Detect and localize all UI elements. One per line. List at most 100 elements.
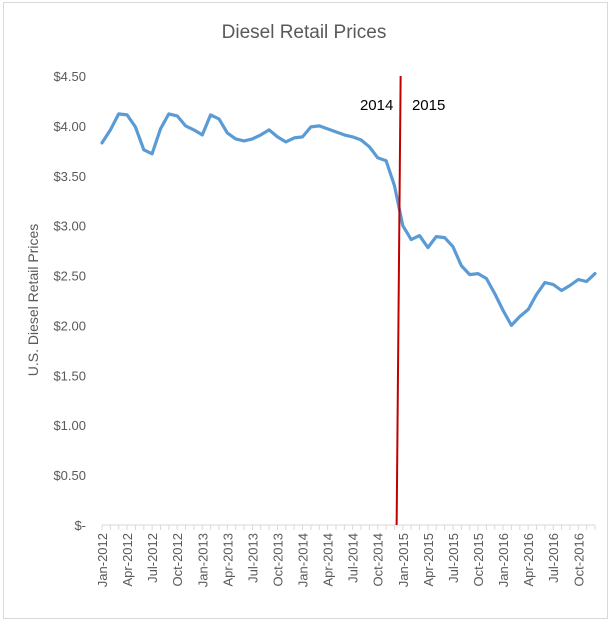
data-point [544,282,545,283]
data-point [168,113,169,114]
data-point [578,279,579,280]
data-point [152,153,153,154]
y-tick-label: $2.00 [53,318,86,333]
y-tick-label: $3.50 [53,169,86,184]
data-point [528,309,529,310]
data-point [252,138,253,139]
y-tick-label: $- [74,518,86,533]
y-tick-label: $3.00 [53,219,86,234]
data-point [402,225,403,226]
data-point [452,246,453,247]
data-point [352,136,353,137]
diesel-price-line [100,112,597,327]
year-label-2014: 2014 [360,97,393,114]
data-point [377,157,378,158]
data-point [185,125,186,126]
x-tick-label: Jul-2014 [346,533,361,583]
x-tick-label: Jul-2015 [446,533,461,583]
data-point [427,247,428,248]
data-point [327,128,328,129]
data-point [193,129,194,130]
x-tick-label: Apr-2015 [421,533,436,586]
x-tick-label: Jan-2016 [496,533,511,587]
x-tick-label: Apr-2016 [521,533,536,586]
y-tick-label: $0.50 [53,468,86,483]
y-axis: $- $0.50 $1.00 $1.50 $2.00 $2.50 $3.00 $3.50 $4.… [53,69,86,533]
x-tick-label: Jan-2015 [396,533,411,587]
year-divider-line [395,75,402,526]
data-point [235,138,236,139]
data-point [110,129,111,130]
data-point [277,136,278,137]
x-tick-label: Jul-2012 [145,533,160,583]
data-point [118,113,119,114]
data-point [177,115,178,116]
data-point [210,114,211,115]
data-point [310,126,311,127]
data-point [553,284,554,285]
data-point [519,316,520,317]
x-tick-label: Oct-2016 [571,533,586,586]
x-tick-label: Jan-2013 [195,533,210,587]
data-point [444,237,445,238]
data-point [260,134,261,135]
x-tick-label: Jan-2012 [95,533,110,587]
data-point [411,239,412,240]
data-point [595,273,596,274]
y-axis-label: U.S. Diesel Retail Prices [25,224,41,377]
y-tick-label: $4.50 [53,69,86,84]
y-tick-label: $2.50 [53,269,86,284]
data-point [419,235,420,236]
x-tick-label: Oct-2015 [471,533,486,586]
x-tick-label: Oct-2012 [170,533,185,586]
data-point [586,281,587,282]
x-tick-label: Jan-2014 [296,533,311,587]
data-point [361,139,362,140]
x-tick-label: Apr-2013 [220,533,235,586]
data-point [127,114,128,115]
data-point [486,278,487,279]
data-point [135,126,136,127]
y-tick-label: $1.00 [53,418,86,433]
data-point [202,134,203,135]
chart-frame [3,2,608,619]
data-point [344,134,345,135]
year-divider: 2014 2015 [360,75,445,526]
data-point [227,132,228,133]
x-tick-label: Apr-2012 [120,533,135,586]
data-point [461,265,462,266]
data-point [478,273,479,274]
data-point [394,185,395,186]
data-point [294,137,295,138]
data-point [386,160,387,161]
y-tick-label: $4.00 [53,119,86,134]
data-point [102,142,103,143]
y-tick-label: $1.50 [53,368,86,383]
data-point [369,146,370,147]
x-tick-label: Oct-2014 [371,533,386,586]
data-point [160,128,161,129]
data-point [302,136,303,137]
data-point [436,236,437,237]
data-point [143,149,144,150]
data-point [218,118,219,119]
x-tick-label: Apr-2014 [321,533,336,586]
data-point [511,325,512,326]
data-point [494,293,495,294]
data-point [469,274,470,275]
data-point [269,129,270,130]
data-point [244,140,245,141]
data-point [319,125,320,126]
series-group [100,112,597,327]
year-label-2015: 2015 [412,97,445,114]
data-point [561,290,562,291]
x-tick-label: Oct-2013 [270,533,285,586]
data-point [285,141,286,142]
x-axis: Jan-2012 Apr-2012 Jul-2012 Oct-2012 Jan-2013… [95,524,596,587]
data-point [536,294,537,295]
data-point [335,131,336,132]
data-point [503,310,504,311]
x-tick-label: Jul-2016 [546,533,561,583]
chart-title: Diesel Retail Prices [222,22,387,43]
